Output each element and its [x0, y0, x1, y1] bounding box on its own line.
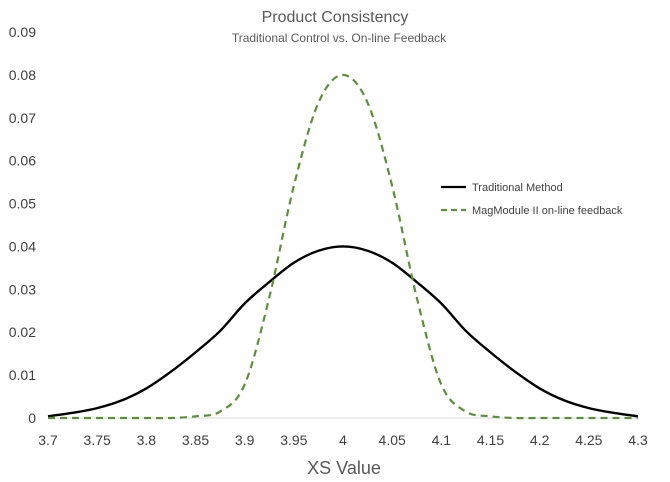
x-tick-label: 3.95	[280, 432, 307, 448]
x-axis-label: XS Value	[307, 458, 381, 478]
x-tick-label: 4.2	[530, 432, 550, 448]
y-tick-label: 0.06	[9, 153, 36, 169]
y-axis: 0 0.01 0.02 0.03 0.04 0.05 0.06 0.07 0.08 0.09	[9, 24, 36, 426]
y-tick-label: 0	[28, 410, 36, 426]
chart-subtitle: Traditional Control vs. On-line Feedback	[232, 31, 447, 45]
y-tick-label: 0.01	[9, 367, 36, 383]
x-tick-label: 3.7	[38, 432, 58, 448]
x-axis: 3.7 3.75 3.8 3.85 3.9 3.95 4 4.05 4.1 4.15 4.2 4.25…	[38, 432, 648, 448]
y-tick-label: 0.09	[9, 24, 36, 40]
legend: Traditional Method MagModule II on-line f…	[441, 182, 623, 217]
x-tick-label: 4.25	[575, 432, 602, 448]
x-tick-label: 4.3	[628, 432, 648, 448]
plot-area	[47, 73, 639, 420]
x-tick-label: 3.9	[235, 432, 255, 448]
x-tick-label: 3.75	[84, 432, 111, 448]
series-line-0	[47, 245, 639, 418]
x-tick-label: 4	[339, 432, 347, 448]
x-tick-label: 4.15	[477, 432, 504, 448]
x-tick-label: 3.8	[137, 432, 157, 448]
y-tick-label: 0.08	[9, 67, 36, 83]
y-tick-label: 0.04	[9, 238, 36, 254]
y-tick-label: 0.05	[9, 196, 36, 212]
x-tick-label: 4.1	[432, 432, 452, 448]
y-tick-label: 0.07	[9, 110, 36, 126]
x-tick-label: 4.05	[379, 432, 406, 448]
y-tick-label: 0.02	[9, 324, 36, 340]
legend-label: MagModule II on-line feedback	[472, 205, 623, 217]
series-line-1	[48, 73, 638, 420]
x-tick-label: 3.85	[182, 432, 209, 448]
chart-title: Product Consistency	[262, 9, 409, 26]
y-tick-label: 0.03	[9, 281, 36, 297]
legend-label: Traditional Method	[472, 182, 563, 194]
